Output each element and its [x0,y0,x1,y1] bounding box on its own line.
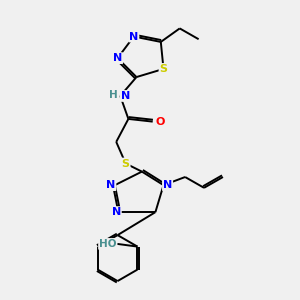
Text: N: N [106,180,116,190]
Text: S: S [160,64,167,74]
Text: N: N [129,32,138,41]
Text: N: N [113,53,122,63]
Text: HO: HO [99,239,116,249]
Text: N: N [112,207,121,217]
Text: O: O [156,117,165,127]
Text: S: S [122,158,130,169]
Text: H: H [109,90,118,100]
Text: N: N [163,180,172,190]
Text: N: N [121,91,130,101]
